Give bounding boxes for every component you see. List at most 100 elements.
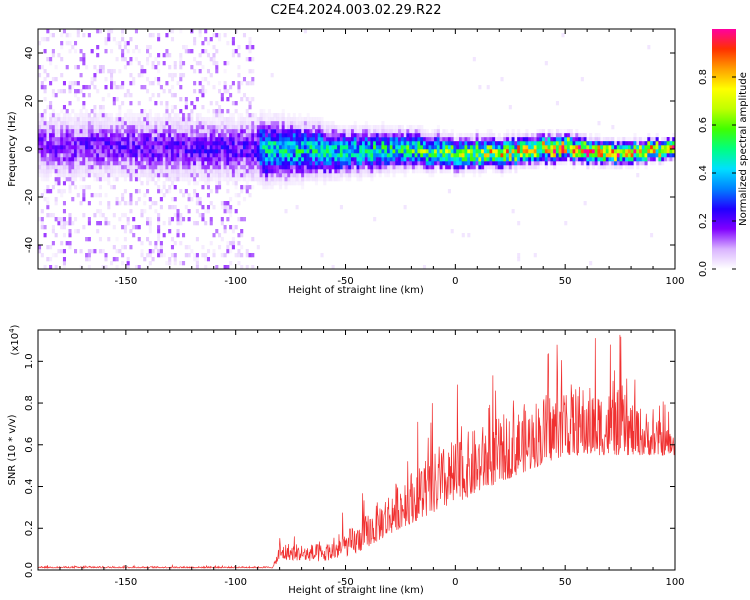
spectrogram-cell (564, 149, 568, 154)
spectrogram-cell (425, 149, 429, 154)
spectrogram-cell (123, 65, 127, 70)
spectrogram-cell (223, 201, 227, 206)
spectrogram-cell (578, 141, 582, 146)
spectrogram-cell (226, 137, 230, 142)
spectrogram-cell (458, 149, 463, 154)
spectrogram-cell (38, 121, 42, 126)
spectrogram-cell (51, 141, 55, 146)
spectrogram-cell (176, 217, 180, 222)
spectrogram-cell (104, 157, 108, 162)
spectrogram-cell (215, 121, 219, 126)
spectrogram-cell (256, 181, 260, 186)
spectrogram-cell (614, 153, 618, 158)
spectrogram-cell (40, 193, 44, 198)
spectrogram-cell (240, 121, 244, 126)
spectrogram-cell (115, 133, 119, 138)
spectrogram-cell (306, 141, 310, 146)
spectrogram-cell (489, 145, 493, 150)
spectrogram-cell (173, 145, 177, 150)
spectrogram-cell (658, 145, 662, 150)
spectrogram-cell (112, 149, 116, 154)
spectrogram-cell (46, 137, 50, 142)
spectrogram-cell (326, 161, 330, 166)
spectrogram-cell (569, 153, 573, 158)
spectrogram-cell (600, 137, 604, 142)
spectrogram-cell (284, 153, 288, 158)
spectrogram-cell (204, 141, 208, 146)
spectrogram-cell (46, 105, 50, 110)
spectrogram-cell (436, 141, 440, 146)
spectrogram-cell (82, 189, 86, 194)
spectrogram-cell (306, 137, 310, 142)
spectrogram-cell (254, 129, 258, 134)
spectrogram-cell (96, 209, 100, 214)
spectrogram-cell (126, 129, 130, 134)
spectrogram-cell (608, 141, 612, 146)
spectrogram-cell (259, 173, 263, 178)
spectrogram-cell (301, 121, 305, 126)
spectrogram-cell (386, 141, 391, 146)
spectrogram-cell (206, 165, 211, 170)
spectrogram-cell (578, 157, 582, 162)
spectrogram-cell (320, 129, 324, 134)
spectrogram-cell (121, 245, 125, 250)
spectrogram-cell (489, 153, 493, 158)
spectrogram-cell (281, 133, 285, 138)
spectrogram-cell (403, 161, 407, 166)
spectrogram-cell (323, 153, 327, 158)
spectrogram-cell (248, 101, 252, 106)
spectrogram-cell (425, 141, 429, 146)
spectrogram-cell (134, 45, 138, 50)
spectrogram-cell (193, 57, 197, 62)
spectrogram-cell (129, 129, 133, 134)
spectrogram-cell (179, 61, 183, 66)
spectrogram-cell (201, 137, 205, 142)
spectrogram-cell (583, 145, 587, 150)
spectrogram-cell (68, 157, 72, 162)
spectrogram-cell (65, 109, 69, 114)
spectrogram-cell (62, 169, 66, 174)
spectrogram-cell (209, 141, 213, 146)
spectrogram-cell (46, 149, 50, 154)
spectrogram-cell (201, 85, 205, 90)
spectrogram-cell (312, 153, 316, 158)
spectrogram-cell (60, 173, 64, 178)
spectrogram-cell (373, 149, 377, 154)
spectrogram-cell (218, 113, 222, 118)
spectrogram-cell (597, 141, 601, 146)
spectrogram-cell (594, 149, 598, 154)
spectrogram-cell (503, 145, 507, 150)
spectrogram-cell (68, 137, 72, 142)
spectrogram-cell (478, 145, 482, 150)
spectrogram-cell (439, 149, 443, 154)
spectrogram-cell (323, 157, 327, 162)
spectrogram-cell (417, 153, 421, 158)
spectrogram-cell (98, 137, 102, 142)
spectrogram-cell (71, 197, 75, 202)
spectrogram-cell (54, 117, 58, 122)
spectrogram-cell (118, 125, 122, 130)
spectrogram-cell (317, 173, 321, 178)
spectrogram-cell (458, 169, 463, 174)
spectrogram-cell (267, 121, 271, 126)
spectrogram-cell (204, 117, 208, 122)
spectrogram-cell (226, 189, 230, 194)
spectrogram-cell (170, 105, 175, 110)
spectrogram-cell (254, 133, 258, 138)
spectrogram-cell (254, 125, 258, 130)
spectrogram-cell (182, 121, 186, 126)
spectrogram-cell (126, 173, 130, 178)
spectrogram-cell (184, 141, 188, 146)
spectrogram-cell (530, 149, 535, 154)
spectrogram-cell (298, 141, 302, 146)
spectrogram-cell (132, 153, 136, 158)
spectrogram-cell (101, 109, 105, 114)
spectrogram-cell (292, 113, 296, 118)
spectrogram-cell (525, 145, 529, 150)
spectrogram-cell (295, 161, 299, 166)
spectrogram-cell (447, 161, 451, 166)
spectrogram-cell (198, 81, 202, 86)
spectrogram-cell (212, 57, 216, 62)
spectrogram-cell (267, 133, 271, 138)
spectrogram-cell (129, 209, 133, 214)
